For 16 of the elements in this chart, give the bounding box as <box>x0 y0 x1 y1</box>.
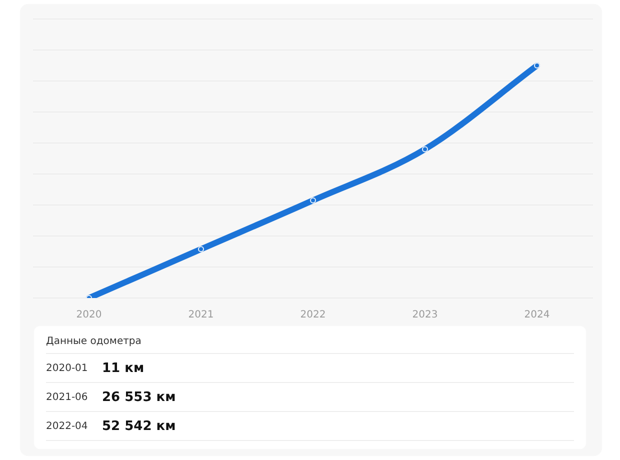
point <box>422 146 428 152</box>
text: Данные одометра <box>46 334 574 354</box>
x-tick-label: 2023 <box>412 310 438 321</box>
text: 26 553 км <box>102 390 176 404</box>
x-tick-label: 2020 <box>76 310 102 321</box>
point <box>310 197 316 204</box>
text: 2022-04 <box>46 420 89 432</box>
x-tick-label: 2022 <box>300 310 326 321</box>
text: 2020-01 <box>46 362 89 374</box>
text: 52 542 км <box>102 418 176 434</box>
text: 11 км <box>102 360 144 376</box>
point <box>198 246 204 252</box>
text: 2021-06 <box>46 392 89 402</box>
point <box>534 62 540 68</box>
x-tick-label: 2021 <box>188 310 214 321</box>
x-tick-label: 2024 <box>524 310 550 321</box>
